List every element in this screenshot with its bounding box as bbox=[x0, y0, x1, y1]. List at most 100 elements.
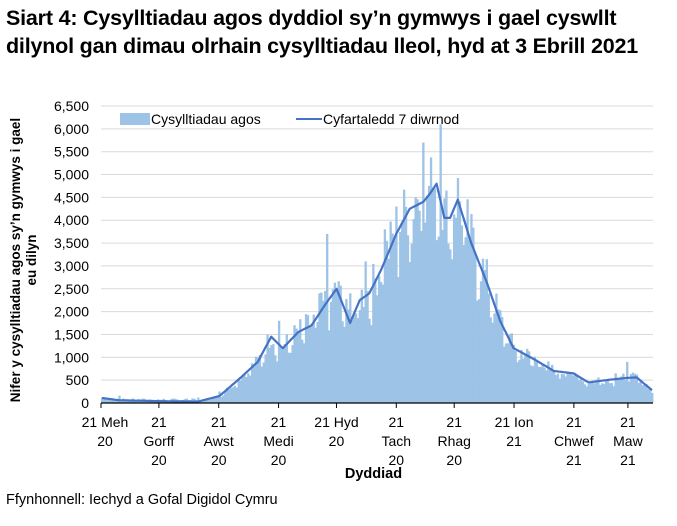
daily-bar bbox=[306, 315, 310, 403]
daily-bar bbox=[201, 400, 204, 403]
daily-bar bbox=[329, 301, 333, 403]
daily-bar bbox=[279, 346, 283, 403]
daily-bar bbox=[324, 290, 327, 403]
daily-bar bbox=[495, 293, 498, 403]
daily-bar bbox=[412, 219, 415, 403]
daily-bar bbox=[462, 244, 465, 403]
daily-bar bbox=[295, 328, 298, 403]
daily-bar bbox=[358, 310, 362, 403]
daily-bar bbox=[591, 380, 594, 403]
daily-bar bbox=[227, 389, 231, 403]
x-axis-tick-labels: 21 Meh 20 21 Gorff 20 21 Awst 20 21 Medi 20 21 Hyd 2… bbox=[82, 414, 644, 468]
daily-bar bbox=[460, 225, 463, 403]
daily-bar bbox=[491, 322, 494, 403]
daily-bar bbox=[599, 384, 602, 403]
daily-bar bbox=[637, 382, 640, 403]
daily-bar bbox=[583, 384, 587, 403]
y-axis-tick-labels: 0 500 1,000 1,500 2,000 2,500 3,000 3,500 4,000 4… bbox=[54, 98, 89, 411]
daily-bar bbox=[531, 366, 535, 403]
daily-bar bbox=[237, 379, 240, 403]
daily-bar bbox=[299, 319, 302, 403]
daily-bar bbox=[114, 400, 117, 403]
legend: Cysylltiadau agos Cyfartaledd 7 diwrnod bbox=[120, 111, 459, 127]
daily-bar bbox=[508, 334, 512, 403]
x-tick-label: 21 bbox=[620, 452, 636, 468]
daily-contacts-bars bbox=[101, 124, 654, 404]
x-tick-label: 21 bbox=[446, 414, 462, 430]
daily-bar bbox=[468, 239, 471, 403]
daily-bar bbox=[364, 261, 367, 403]
daily-bar bbox=[370, 325, 373, 403]
daily-bar bbox=[277, 320, 281, 403]
y-tick-label: 4,500 bbox=[54, 189, 89, 205]
daily-bar bbox=[608, 383, 612, 403]
daily-bar bbox=[477, 299, 481, 403]
daily-bar bbox=[502, 346, 506, 403]
daily-bar bbox=[216, 396, 219, 403]
daily-bar bbox=[326, 233, 329, 403]
x-tick-label: 21 bbox=[566, 452, 582, 468]
daily-bar bbox=[414, 197, 417, 403]
daily-bar bbox=[624, 379, 627, 403]
daily-bar bbox=[445, 190, 448, 403]
x-tick-label: 20 bbox=[271, 452, 287, 468]
daily-bar bbox=[335, 290, 338, 403]
daily-bar bbox=[249, 375, 252, 403]
daily-bar bbox=[426, 195, 429, 403]
x-tick-label: Maw bbox=[613, 433, 643, 449]
daily-bar bbox=[233, 385, 237, 403]
daily-bar bbox=[574, 372, 577, 403]
daily-bar bbox=[552, 370, 556, 403]
daily-bar bbox=[349, 293, 352, 403]
daily-bar bbox=[539, 367, 542, 403]
daily-bar bbox=[472, 227, 475, 403]
x-axis bbox=[100, 402, 653, 408]
daily-bar bbox=[320, 292, 323, 403]
daily-bar bbox=[464, 237, 467, 403]
daily-bar bbox=[112, 399, 115, 403]
daily-bar bbox=[318, 293, 321, 403]
daily-bar bbox=[474, 253, 477, 403]
daily-bar bbox=[602, 383, 606, 403]
daily-bar bbox=[220, 397, 223, 403]
daily-bar bbox=[616, 379, 619, 403]
x-tick-label: 20 bbox=[329, 433, 345, 449]
daily-bar bbox=[620, 376, 623, 403]
daily-bar bbox=[327, 330, 331, 403]
daily-bar bbox=[110, 399, 113, 403]
daily-bar bbox=[376, 295, 379, 403]
daily-bar bbox=[272, 344, 275, 403]
daily-bar bbox=[258, 354, 262, 403]
y-tick-label: 6,500 bbox=[54, 98, 89, 114]
daily-bar bbox=[262, 362, 265, 403]
daily-bar bbox=[533, 356, 537, 403]
daily-bar bbox=[226, 387, 229, 403]
daily-bar bbox=[402, 189, 406, 403]
daily-bar bbox=[568, 373, 571, 403]
daily-bar bbox=[393, 240, 396, 403]
daily-bar bbox=[456, 178, 460, 403]
daily-bar bbox=[631, 372, 635, 403]
daily-bar bbox=[218, 391, 221, 403]
daily-bar bbox=[266, 334, 269, 403]
daily-bar bbox=[104, 398, 108, 403]
daily-bar bbox=[520, 349, 523, 403]
daily-bar bbox=[287, 352, 290, 403]
daily-bar bbox=[254, 356, 258, 403]
daily-bar bbox=[345, 298, 348, 403]
daily-bar bbox=[626, 361, 629, 403]
x-tick-label: 21 bbox=[151, 414, 167, 430]
y-tick-label: 2,500 bbox=[54, 281, 89, 297]
x-tick-label: 20 bbox=[211, 452, 227, 468]
x-tick-label: 21 bbox=[506, 433, 522, 449]
daily-bar bbox=[235, 387, 238, 403]
daily-bar bbox=[304, 314, 308, 403]
daily-bar bbox=[437, 236, 440, 403]
daily-bar bbox=[512, 344, 515, 403]
daily-bar bbox=[276, 361, 279, 403]
gridlines bbox=[101, 105, 653, 381]
daily-bar bbox=[264, 354, 267, 403]
daily-bar bbox=[622, 373, 625, 403]
daily-bar bbox=[245, 377, 248, 403]
daily-bar bbox=[649, 387, 652, 403]
